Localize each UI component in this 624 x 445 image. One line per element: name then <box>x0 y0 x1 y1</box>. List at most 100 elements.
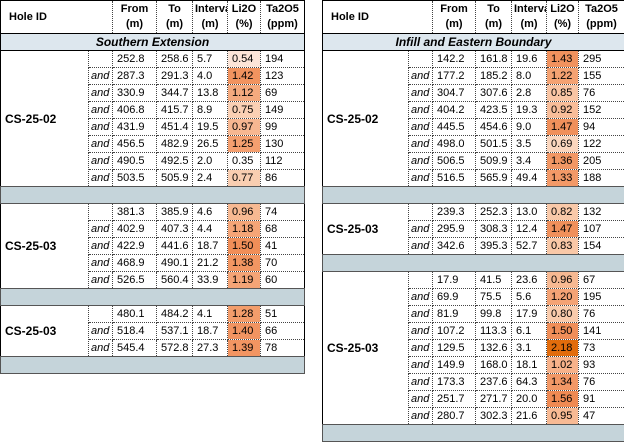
interval-cell: 18.7 <box>192 322 228 340</box>
from-cell: 506.5 <box>432 152 476 170</box>
ta2o5-cell: 93 <box>578 356 624 374</box>
separator <box>0 186 305 204</box>
ta2o5-cell: 76 <box>578 305 624 323</box>
joiner: and <box>408 169 433 187</box>
interval-cell: 26.5 <box>192 135 228 153</box>
li2o-cell: 1.38 <box>227 254 261 272</box>
interval-cell: 2.4 <box>192 169 228 187</box>
data-table: Hole ID From (m) To (m) Interval (m) Li2O (%) Ta2… <box>0 0 305 374</box>
joiner: and <box>88 169 113 187</box>
ta2o5-cell: 73 <box>578 339 624 357</box>
joiner: and <box>408 220 433 238</box>
data-row: and 280.7 302.3 21.6 0.95 47 <box>323 407 624 425</box>
header-unit: (m) <box>520 18 538 30</box>
header-label: Ta2O5 <box>266 3 299 15</box>
hole-id: CS-25-02 <box>0 50 89 187</box>
data-row: CS-25-02 252.8 258.6 5.7 0.54 194 <box>0 50 305 187</box>
from-cell: 342.6 <box>432 237 476 255</box>
to-cell: 291.3 <box>156 67 193 85</box>
from-cell: 330.9 <box>112 84 157 102</box>
joiner: and <box>408 288 433 306</box>
li2o-cell: 0.80 <box>546 305 579 323</box>
joiner: and <box>408 407 433 425</box>
to-cell: 99.8 <box>475 305 512 323</box>
joiner: and <box>88 152 113 170</box>
data-row: and 518.4 537.1 18.7 1.40 66 <box>1 322 305 340</box>
interval-cell: 9.0 <box>511 118 547 136</box>
interval-cell: 20.0 <box>511 390 547 408</box>
interval-cell: 2.0 <box>192 152 228 170</box>
from-cell: 69.9 <box>432 288 476 306</box>
to-cell: 492.5 <box>156 152 193 170</box>
interval-cell: 4.0 <box>192 67 228 85</box>
data-row: and 149.9 168.0 18.1 1.02 93 <box>323 356 624 374</box>
li2o-cell: 1.39 <box>227 339 261 357</box>
interval-cell: 19.3 <box>511 101 547 119</box>
ta2o5-cell: 70 <box>260 254 305 272</box>
li2o-cell: 1.19 <box>227 271 261 289</box>
header-row: Hole ID From (m) To (m) Interval (m) Li2O (%) Ta2… <box>0 0 305 34</box>
header-label: Li2O <box>231 3 257 15</box>
ta2o5-cell: 122 <box>578 135 624 153</box>
to-cell: 168.0 <box>475 356 512 374</box>
interval-cell: 19.6 <box>511 50 547 68</box>
ta2o5-cell: 141 <box>578 322 624 340</box>
data-row: CS-25-03 381.3 385.9 4.6 0.96 74 <box>0 203 305 289</box>
interval-cell: 21.6 <box>511 407 547 425</box>
from-cell: 287.3 <box>112 67 157 85</box>
data-row: and 422.9 441.6 18.7 1.50 41 <box>1 237 305 255</box>
to-cell: 185.2 <box>475 67 512 85</box>
joiner-empty <box>408 50 433 68</box>
from-cell: 406.8 <box>112 101 157 119</box>
ta2o5-cell: 130 <box>260 135 305 153</box>
data-table: Hole ID From (m) To (m) Interval (m) Li2O (%) Ta2… <box>322 0 624 442</box>
ta2o5-cell: 195 <box>578 288 624 306</box>
data-row: and 177.2 185.2 8.0 1.22 155 <box>323 67 624 85</box>
header-cell: To (m) <box>156 0 193 34</box>
li2o-cell: 1.36 <box>546 152 579 170</box>
interval-cell: 8.9 <box>192 101 228 119</box>
section-row: Infill and Eastern Boundary <box>322 33 624 51</box>
interval-cell: 18.7 <box>192 237 228 255</box>
separator-row <box>0 186 305 204</box>
interval-cell: 5.6 <box>511 288 547 306</box>
separator-row <box>322 186 624 204</box>
joiner: and <box>88 271 113 289</box>
ta2o5-cell: 74 <box>260 203 305 221</box>
li2o-cell: 1.28 <box>227 305 261 323</box>
joiner: and <box>408 84 433 102</box>
to-cell: 258.6 <box>156 50 193 68</box>
interval-cell: 17.9 <box>511 305 547 323</box>
joiner: and <box>408 237 433 255</box>
li2o-cell: 0.75 <box>227 101 261 119</box>
data-row: and 503.5 505.9 2.4 0.77 86 <box>1 169 305 187</box>
to-cell: 441.6 <box>156 237 193 255</box>
separator <box>322 254 624 272</box>
ta2o5-cell: 76 <box>578 373 624 391</box>
data-row: and 468.9 490.1 21.2 1.38 70 <box>1 254 305 272</box>
interval-cell: 52.7 <box>511 237 547 255</box>
to-cell: 252.3 <box>475 203 512 221</box>
to-cell: 560.4 <box>156 271 193 289</box>
from-cell: 456.5 <box>112 135 157 153</box>
interval-cell: 33.9 <box>192 271 228 289</box>
data-row: and 404.2 423.5 19.3 0.92 152 <box>323 101 624 119</box>
interval-cell: 4.6 <box>192 203 228 221</box>
joiner: and <box>408 67 433 85</box>
header-unit: (m) <box>165 18 184 30</box>
joiner-empty <box>88 305 113 323</box>
from-cell: 422.9 <box>112 237 157 255</box>
li2o-cell: 1.34 <box>546 373 579 391</box>
to-cell: 302.3 <box>475 407 512 425</box>
to-cell: 161.8 <box>475 50 512 68</box>
ta2o5-cell: 132 <box>578 203 624 221</box>
header-unit: (%) <box>553 18 572 30</box>
header-label: Interval <box>195 3 227 15</box>
joiner: and <box>88 118 113 136</box>
from-cell: 239.3 <box>432 203 476 221</box>
interval-cell: 23.6 <box>511 271 547 289</box>
to-cell: 537.1 <box>156 322 193 340</box>
data-row: and 81.9 99.8 17.9 0.80 76 <box>323 305 624 323</box>
data-row: and 431.9 451.4 19.5 0.97 99 <box>1 118 305 136</box>
from-cell: 404.2 <box>432 101 476 119</box>
